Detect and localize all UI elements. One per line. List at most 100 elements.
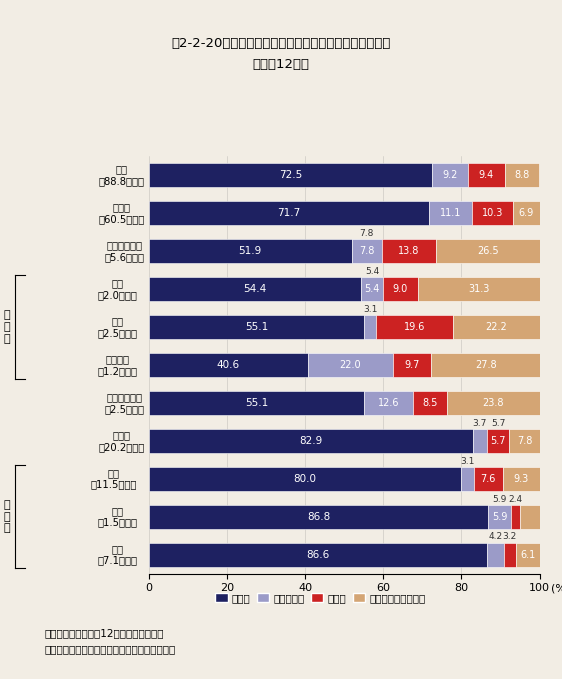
Bar xyxy=(488,505,511,528)
Text: 9.7: 9.7 xyxy=(405,360,420,370)
Bar xyxy=(149,277,361,301)
Text: 5.9: 5.9 xyxy=(492,512,507,522)
Text: 6.1: 6.1 xyxy=(520,550,536,559)
Text: 26.5: 26.5 xyxy=(477,246,498,256)
Bar xyxy=(393,353,431,377)
Text: 82.9: 82.9 xyxy=(299,436,323,446)
Bar xyxy=(149,543,487,566)
Text: 全体
（88.8万人）: 全体 （88.8万人） xyxy=(98,164,144,186)
Bar xyxy=(383,277,418,301)
Text: 3.1: 3.1 xyxy=(460,456,475,466)
Text: 71.7: 71.7 xyxy=(277,208,301,218)
Bar xyxy=(418,277,540,301)
Text: 公立
（1.5万人）: 公立 （1.5万人） xyxy=(97,506,137,528)
Text: 19.6: 19.6 xyxy=(404,322,425,332)
Text: 7.6: 7.6 xyxy=(481,474,496,484)
Text: 組
織
別: 組 織 別 xyxy=(4,500,11,534)
Text: 12.6: 12.6 xyxy=(378,398,400,408)
Bar xyxy=(453,315,540,339)
Text: 40.6: 40.6 xyxy=(217,360,240,370)
Bar xyxy=(432,164,468,187)
Text: 5.4: 5.4 xyxy=(365,267,379,276)
Text: 9.4: 9.4 xyxy=(479,170,494,180)
Bar xyxy=(513,202,540,225)
Text: 5.7: 5.7 xyxy=(491,418,505,428)
Text: 5.9: 5.9 xyxy=(492,494,507,504)
Text: 9.3: 9.3 xyxy=(514,474,529,484)
Text: 国立
（11.5万人）: 国立 （11.5万人） xyxy=(90,468,137,490)
Text: 第2-2-20図　我が国の研究関係従事者数の組織別構成比: 第2-2-20図 我が国の研究関係従事者数の組織別構成比 xyxy=(171,37,391,50)
Bar xyxy=(511,505,520,528)
Text: 2.4: 2.4 xyxy=(509,494,523,504)
Bar xyxy=(382,239,436,263)
Text: 3.2: 3.2 xyxy=(503,532,517,541)
Text: 23.8: 23.8 xyxy=(482,398,504,408)
Bar xyxy=(520,505,540,528)
Bar xyxy=(149,505,488,528)
Text: 4.2: 4.2 xyxy=(488,532,502,541)
Bar xyxy=(149,467,461,491)
Text: 22.0: 22.0 xyxy=(339,360,361,370)
Bar xyxy=(307,353,393,377)
Text: 3.7: 3.7 xyxy=(473,418,487,428)
Text: 7.8: 7.8 xyxy=(517,436,532,446)
Text: 8.5: 8.5 xyxy=(422,398,438,408)
Text: 5.7: 5.7 xyxy=(491,436,506,446)
Text: 9.2: 9.2 xyxy=(442,170,458,180)
Text: 7.8: 7.8 xyxy=(359,246,374,256)
Bar xyxy=(352,239,382,263)
Bar xyxy=(149,239,352,263)
Bar xyxy=(487,543,504,566)
Text: 組
織
別: 組 織 別 xyxy=(4,310,11,344)
Bar xyxy=(516,543,540,566)
Legend: 研究者, 研究補助者, 技能者, 事務その他の関係者: 研究者, 研究補助者, 技能者, 事務その他の関係者 xyxy=(211,589,430,607)
Text: 10.3: 10.3 xyxy=(482,208,503,218)
Text: 51.9: 51.9 xyxy=(239,246,262,256)
Bar xyxy=(364,391,414,415)
Bar xyxy=(509,429,540,453)
Text: 55.1: 55.1 xyxy=(245,322,268,332)
Bar xyxy=(473,429,487,453)
Bar xyxy=(414,391,447,415)
Bar xyxy=(364,315,376,339)
Text: 大学等
（20.2万人）: 大学等 （20.2万人） xyxy=(98,430,144,452)
Bar xyxy=(431,353,540,377)
Text: 55.1: 55.1 xyxy=(245,398,268,408)
Text: 31.3: 31.3 xyxy=(468,284,490,294)
Bar xyxy=(505,164,539,187)
Text: 54.4: 54.4 xyxy=(243,284,267,294)
Text: 80.0: 80.0 xyxy=(294,474,316,484)
Text: 政府研究機関
（5.6万人）: 政府研究機関 （5.6万人） xyxy=(105,240,144,262)
Text: 6.9: 6.9 xyxy=(518,208,534,218)
Bar xyxy=(472,202,513,225)
Text: （平成12年）: （平成12年） xyxy=(252,58,310,71)
Bar xyxy=(436,239,540,263)
Text: 86.6: 86.6 xyxy=(306,550,330,559)
Bar xyxy=(468,164,505,187)
Bar xyxy=(474,467,503,491)
Text: 22.2: 22.2 xyxy=(486,322,507,332)
Text: 8.8: 8.8 xyxy=(514,170,529,180)
Bar xyxy=(149,315,364,339)
Text: 特殊法人
（1.2万人）: 特殊法人 （1.2万人） xyxy=(97,354,137,375)
Text: 72.5: 72.5 xyxy=(279,170,302,180)
Text: 注）研究者数は平成12年４月１日現在。: 注）研究者数は平成12年４月１日現在。 xyxy=(45,628,165,638)
Bar xyxy=(503,467,540,491)
Text: 私立
（7.1万人）: 私立 （7.1万人） xyxy=(97,544,137,566)
Text: (%): (%) xyxy=(551,583,562,593)
Bar xyxy=(149,164,432,187)
Bar xyxy=(487,429,509,453)
Text: 資料：総務省統計局「科学技術研究調査報告」: 資料：総務省統計局「科学技術研究調査報告」 xyxy=(45,644,176,654)
Text: 5.4: 5.4 xyxy=(364,284,380,294)
Text: 民営研究機関
（2.5万人）: 民営研究機関 （2.5万人） xyxy=(105,392,144,414)
Bar xyxy=(149,353,307,377)
Text: 国営
（2.0万人）: 国営 （2.0万人） xyxy=(97,278,137,300)
Text: 9.0: 9.0 xyxy=(392,284,407,294)
Bar xyxy=(149,202,429,225)
Text: 11.1: 11.1 xyxy=(440,208,461,218)
Text: 3.1: 3.1 xyxy=(363,305,378,314)
Bar xyxy=(149,429,473,453)
Bar xyxy=(361,277,383,301)
Bar xyxy=(504,543,516,566)
Text: 7.8: 7.8 xyxy=(360,229,374,238)
